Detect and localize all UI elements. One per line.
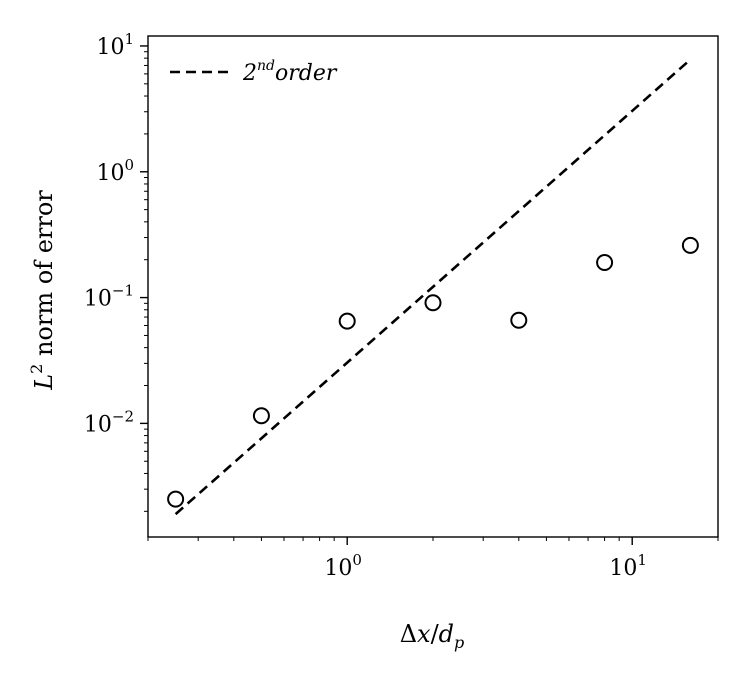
- x-tick-label-base: 10: [609, 556, 637, 581]
- data-point: [252, 407, 270, 425]
- y-tick-label: 101: [96, 30, 134, 60]
- x-tick-label-exp: 0: [352, 551, 362, 569]
- legend-label-base: 2: [242, 61, 257, 86]
- x-tick-label-base: 10: [324, 556, 352, 581]
- second-order-reference-line: [174, 58, 692, 516]
- data-point: [338, 312, 356, 330]
- data-point: [167, 490, 185, 508]
- x-axis-label-delta: Δ: [400, 620, 417, 648]
- y-tick-label-exp: 0: [124, 156, 134, 174]
- data-point: [424, 294, 442, 312]
- data-point: [596, 254, 614, 272]
- y-tick-label-exp: −1: [112, 282, 134, 300]
- y-tick-label-exp: −2: [112, 407, 134, 425]
- y-axis-label: L2 norm of error: [27, 190, 58, 391]
- y-axis-label-L: L: [30, 374, 58, 391]
- x-axis-label: Δx/dp: [400, 620, 465, 652]
- x-axis-label-slash: /: [431, 620, 440, 648]
- legend-label-rest: order: [275, 61, 338, 86]
- y-tick-label-exp: 1: [124, 30, 134, 48]
- data-point: [681, 236, 699, 254]
- x-axis-label-d: d: [439, 620, 454, 648]
- major-ticks: [140, 45, 633, 545]
- y-tick-label: 100: [96, 156, 134, 186]
- y-tick-label-base: 10: [84, 412, 112, 437]
- y-tick-label: 10−1: [84, 282, 134, 312]
- x-tick-label-exp: 1: [637, 551, 647, 569]
- y-tick-label-base: 10: [96, 161, 124, 186]
- x-axis-label-sub: p: [454, 633, 464, 652]
- x-tick-label: 101: [609, 551, 647, 581]
- data-point: [510, 311, 528, 329]
- y-tick-label: 10−2: [84, 407, 134, 437]
- y-axis-label-sup: 2: [27, 364, 46, 374]
- legend-label: 2ndorder: [242, 58, 338, 86]
- y-axis-label-rest: norm of error: [30, 190, 58, 364]
- plot-frame: [147, 35, 719, 538]
- y-tick-label-base: 10: [96, 35, 124, 60]
- x-axis-label-x: x: [417, 620, 431, 648]
- x-tick-label: 100: [324, 551, 362, 581]
- legend: 2ndorder: [170, 58, 338, 86]
- legend-label-sup: nd: [257, 58, 275, 74]
- series-layer: [167, 58, 699, 516]
- y-tick-label-base: 10: [84, 287, 112, 312]
